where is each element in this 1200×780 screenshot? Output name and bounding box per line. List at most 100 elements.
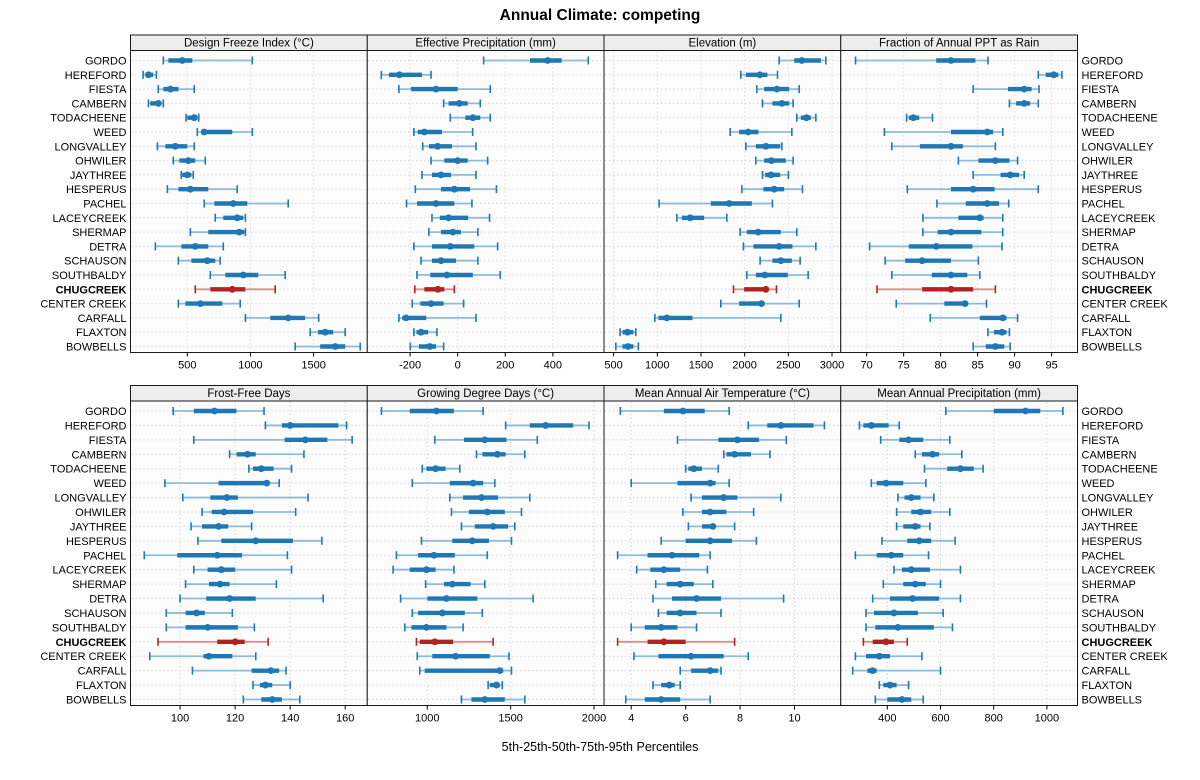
median-dot [478, 494, 485, 501]
median-dot [443, 271, 451, 279]
station-label-right-bowbells: BOWBELLS [1082, 342, 1143, 354]
station-row-laceycreek [841, 565, 1077, 574]
median-dot [932, 243, 940, 250]
median-dot [231, 638, 239, 646]
station-row-center-creek [841, 299, 1077, 308]
station-row-carfall [368, 666, 603, 675]
station-row-ohwiler [605, 156, 840, 165]
median-dot [918, 257, 926, 265]
median-dot [803, 114, 810, 122]
median-dot [215, 523, 222, 530]
station-row-shermap [605, 580, 840, 589]
station-row-schauson [605, 256, 840, 265]
station-label-right-chugcreek: CHUGCREEK [1082, 637, 1153, 649]
station-row-center-creek [368, 652, 603, 661]
station-row-fiesta [131, 435, 367, 444]
station-row-center-creek [841, 652, 1077, 661]
axis-tick-label: 3000 [820, 360, 844, 372]
station-row-southbaldy [368, 623, 603, 632]
station-row-fiesta [605, 435, 840, 444]
station-row-bowbells [131, 695, 367, 704]
median-dot [999, 314, 1007, 322]
panel-design-freeze-index-c: Design Freeze Index (°C) 500 1000 1500 [130, 34, 368, 372]
station-row-longvalley [131, 493, 367, 502]
station-row-center-creek [605, 299, 840, 308]
median-dot [687, 652, 695, 660]
station-row-bowbells [605, 695, 840, 704]
station-label-right-jaythree: JAYTHREE [1082, 170, 1139, 182]
station-label-left-jaythree: JAYTHREE [70, 170, 127, 182]
station-row-shermap [841, 228, 1077, 237]
station-row-laceycreek [605, 565, 840, 574]
station-row-jaythree [368, 522, 603, 531]
station-row-gordo [131, 56, 367, 65]
station-label-right-southbaldy: SOUTHBALDY [1082, 270, 1157, 282]
station-row-todacheene [605, 464, 840, 473]
station-row-schauson [841, 256, 1077, 265]
station-label-right-center-creek: CENTER CREEK [1082, 299, 1169, 311]
station-row-flaxton [841, 328, 1077, 337]
median-dot [744, 128, 752, 136]
median-dot [777, 422, 785, 429]
station-row-gordo [605, 56, 840, 65]
axis-tick-label: 1000 [415, 713, 439, 725]
median-dot [668, 551, 676, 559]
median-dot [432, 465, 440, 473]
axis-tick-label: 1000 [1035, 713, 1059, 725]
median-dot [544, 57, 552, 64]
station-label-right-longvalley: LONGVALLEY [1082, 141, 1155, 153]
station-row-laceycreek [368, 565, 603, 574]
station-row-chugcreek [605, 637, 840, 646]
station-row-pachel [131, 551, 367, 560]
station-label-left-hereford: HEREFORD [65, 70, 127, 82]
median-dot [423, 623, 430, 631]
median-dot [450, 185, 458, 193]
median-dot [284, 314, 292, 322]
median-dot [402, 314, 410, 322]
median-dot [720, 494, 728, 501]
panel-header-label: Design Freeze Index (°C) [184, 38, 314, 50]
station-label-left-ohwiler: OHWILER [75, 156, 126, 168]
median-dot [706, 479, 714, 487]
panel-area [366, 400, 605, 706]
station-label-right-cambern: CAMBERN [1082, 98, 1137, 110]
station-label-right-weed: WEED [1082, 478, 1115, 490]
station-label-right-carfall: CARFALL [1082, 666, 1131, 678]
station-row-hereford [131, 70, 367, 79]
station-row-chugcreek [131, 637, 367, 646]
station-row-flaxton [841, 681, 1077, 690]
median-dot [882, 479, 890, 487]
median-dot [624, 328, 631, 336]
station-label-left-southbaldy: SOUTHBALDY [52, 270, 127, 282]
median-dot [481, 436, 489, 444]
station-label-right-longvalley: LONGVALLEY [1082, 493, 1155, 505]
station-label-right-carfall: CARFALL [1082, 313, 1131, 325]
station-row-longvalley [131, 142, 367, 151]
station-row-chugcreek [368, 285, 603, 294]
station-row-weed [605, 479, 840, 488]
station-row-shermap [131, 580, 367, 589]
median-dot [423, 566, 430, 574]
station-label-right-gordo: GORDO [1082, 56, 1124, 68]
median-dot [217, 566, 225, 574]
median-dot [268, 696, 276, 703]
station-row-center-creek [131, 652, 367, 661]
median-dot [907, 494, 915, 501]
panel-effective-precipitation-mm: Effective Precipitation (mm) -200 0 200 400 [366, 34, 605, 372]
median-dot [239, 271, 247, 279]
axis-tick-label: 400 [544, 360, 562, 372]
station-label-left-detra: DETRA [89, 241, 127, 253]
station-row-pachel [605, 199, 840, 208]
median-dot [252, 537, 260, 545]
axis-tick-label: 75 [898, 360, 910, 372]
median-dot [193, 609, 200, 617]
station-row-longvalley [841, 493, 1077, 502]
axis-tick-label: 1500 [301, 360, 325, 372]
median-dot [448, 580, 456, 588]
median-dot [911, 523, 919, 530]
median-dot [894, 623, 902, 631]
median-dot [443, 595, 450, 602]
median-dot [983, 200, 991, 207]
station-row-laceycreek [605, 213, 840, 222]
station-row-hereford [368, 70, 603, 79]
